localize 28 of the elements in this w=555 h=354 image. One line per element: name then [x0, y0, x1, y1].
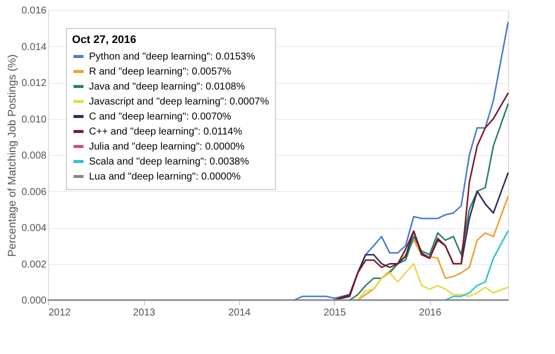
- line-series: [444, 230, 509, 301]
- y-tick-label: 0.016: [21, 6, 47, 16]
- x-tick-label: 2015: [324, 308, 346, 318]
- legend-label: Julia and "deep learning": 0.0000%: [89, 142, 245, 152]
- legend-label: Lua and "deep learning": 0.0000%: [89, 172, 241, 182]
- legend-label: C and "deep learning": 0.0070%: [89, 112, 232, 122]
- y-tick-label: 0.000: [21, 296, 47, 306]
- legend-label: C++ and "deep learning": 0.0114%: [89, 126, 242, 138]
- legend-label: R and "deep learning": 0.0057%: [89, 66, 232, 78]
- line-series: [294, 22, 509, 301]
- x-tick-label: 2013: [132, 308, 156, 318]
- legend-label: Java and "deep learning": 0.0108%: [89, 82, 246, 92]
- x-tick-label: 2016: [419, 308, 442, 318]
- x-tick-label: 2012: [48, 308, 72, 318]
- legend-label: Python and "deep learning": 0.0153%: [89, 52, 256, 62]
- line-series: [357, 263, 509, 301]
- x-tick-label: 2014: [228, 308, 252, 318]
- y-tick-label: 0.002: [21, 259, 47, 270]
- y-axis-title: Percentage of Matching Job Postings (%): [6, 54, 18, 257]
- y-tick-label: 0.008: [21, 150, 47, 162]
- y-tick-label: 0.012: [21, 78, 47, 89]
- y-tick-label: 0.014: [21, 42, 47, 53]
- legend-label: Scala and "deep learning": 0.0038%: [89, 156, 250, 168]
- y-tick-label: 0.010: [21, 114, 47, 126]
- legend-label: Javascript and "deep learning": 0.0007%: [89, 96, 270, 108]
- y-tick-label: 0.006: [21, 186, 47, 198]
- y-tick-label: 0.004: [21, 223, 47, 234]
- legend-title: Oct 27, 2016: [72, 34, 136, 46]
